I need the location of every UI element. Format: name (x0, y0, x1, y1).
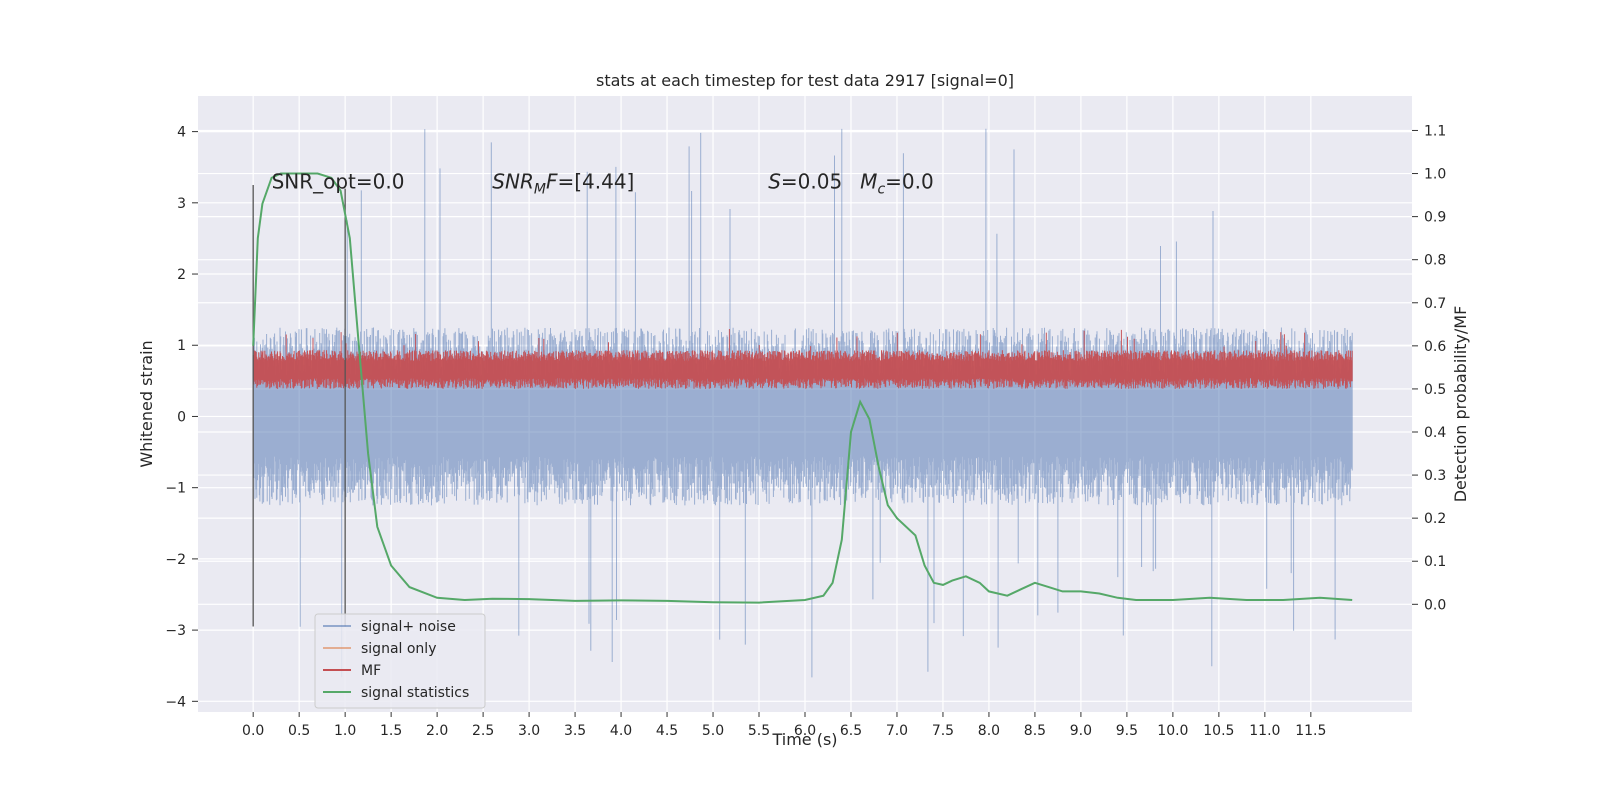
y-axis-ticks: 4 3 2 1 0 −1 −2 −3 −4 (165, 125, 198, 710)
y-right-tick-label: 0.8 (1424, 253, 1446, 269)
y-right-tick-label: 0.4 (1424, 425, 1446, 441)
y-right-tick-label: 0.6 (1424, 339, 1446, 355)
x-tick-label: 8.5 (1024, 723, 1046, 739)
x-tick-label: 5.0 (702, 723, 724, 739)
y-tick-label: 0 (177, 409, 186, 425)
x-tick-label: 9.0 (1070, 723, 1092, 739)
y-axis-label: Whitened strain (137, 340, 156, 467)
x-tick-label: 7.5 (932, 723, 954, 739)
annotation-text: SNR_opt=0.0 (272, 170, 405, 194)
y-right-tick-label: 0.3 (1424, 468, 1446, 484)
y-tick-label: −4 (165, 694, 186, 710)
legend-label: signal+ noise (361, 619, 456, 635)
x-tick-label: 11.0 (1249, 723, 1280, 739)
x-tick-label: 1.5 (380, 723, 402, 739)
y-tick-label: −1 (165, 481, 186, 497)
x-tick-label: 7.0 (886, 723, 908, 739)
x-tick-label: 2.0 (426, 723, 448, 739)
x-tick-label: 5.5 (748, 723, 770, 739)
signal-statistics-series (252, 172, 1353, 604)
signal-statistics-line (252, 172, 1353, 604)
x-tick-label: 0.5 (288, 723, 310, 739)
vertical-markers (252, 185, 346, 627)
y-tick-label: 3 (177, 196, 186, 212)
chart-title: stats at each timestep for test data 291… (596, 71, 1014, 90)
y-tick-label: −3 (165, 623, 186, 639)
annotations: SNR_opt=0.0 SNRMF=[4.44] S=0.05 Mc=0.0 (272, 170, 934, 198)
y-right-tick-label: 0.0 (1424, 597, 1446, 613)
y-right-tick-label: 0.7 (1424, 296, 1446, 312)
y-tick-label: 4 (177, 125, 186, 141)
x-axis-ticks: 0.0 0.5 1.0 1.5 2.0 2.5 3.0 3.5 4.0 4.5 5.0 5.5 6.0 6… (242, 712, 1326, 739)
legend-label: signal only (361, 641, 436, 657)
x-tick-label: 1.0 (334, 723, 356, 739)
legend-box (314, 613, 486, 709)
y-right-tick-label: 0.5 (1424, 382, 1446, 398)
x-tick-label: 6.5 (840, 723, 862, 739)
legend-label: signal statistics (361, 685, 469, 701)
annotation-text: Mc=0.0 (860, 170, 934, 198)
x-tick-label: 0.0 (242, 723, 264, 739)
x-tick-label: 8.0 (978, 723, 1000, 739)
y-tick-label: −2 (165, 552, 186, 568)
y-right-axis-ticks: 1.1 1.0 0.9 0.8 0.7 0.6 0.5 0.4 0.3 0.2 0.1 0.0 (1412, 123, 1446, 613)
legend: signal+ noise signal only MF signal statist… (314, 613, 486, 709)
y-right-axis-label: Detection probability/MF (1451, 306, 1470, 503)
x-tick-label: 4.0 (610, 723, 632, 739)
x-tick-label: 11.5 (1295, 723, 1326, 739)
x-tick-label: 10.5 (1203, 723, 1234, 739)
x-tick-label: 9.5 (1116, 723, 1138, 739)
y-right-tick-label: 1.1 (1424, 123, 1446, 139)
y-right-tick-label: 0.9 (1424, 210, 1446, 226)
x-tick-label: 4.5 (656, 723, 678, 739)
y-tick-label: 1 (177, 338, 186, 354)
annotation-text: SNRMF=[4.44] (492, 170, 634, 198)
x-tick-label: 3.0 (518, 723, 540, 739)
legend-label: MF (361, 663, 381, 679)
x-tick-label: 6.0 (794, 723, 816, 739)
y-right-tick-label: 0.2 (1424, 511, 1446, 527)
y-tick-label: 2 (177, 267, 186, 283)
y-right-tick-label: 0.1 (1424, 554, 1446, 570)
x-tick-label: 3.5 (564, 723, 586, 739)
annotation-text: S=0.05 (768, 170, 842, 194)
x-axis-label: Time (s) (771, 730, 837, 749)
x-tick-label: 2.5 (472, 723, 494, 739)
y-right-tick-label: 1.0 (1424, 167, 1446, 183)
x-tick-label: 10.0 (1157, 723, 1188, 739)
